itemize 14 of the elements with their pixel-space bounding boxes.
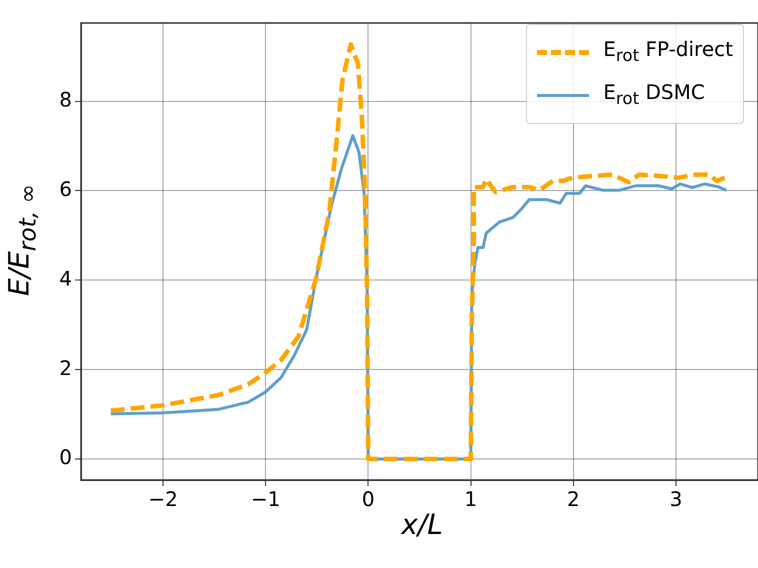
x-tick-label: −1	[250, 487, 280, 512]
y-tick-label: 6	[59, 176, 72, 201]
x-tick-label: 2	[566, 487, 580, 512]
x-tick-label: 3	[670, 487, 682, 512]
y-tick-label: 4	[59, 266, 72, 290]
y-tick-label: 8	[59, 87, 72, 112]
x-tick-label: −2	[148, 487, 178, 512]
x-tick-label: 1	[464, 487, 478, 512]
legend-label: E$_{rot}$ FP-direct	[603, 36, 733, 67]
legend-label: E$_{rot}$ DSMC	[603, 79, 705, 110]
y-tick-label: 2	[59, 356, 72, 380]
x-axis-title: x/L	[401, 508, 443, 541]
x-tick-label: 0	[362, 487, 375, 512]
y-tick-label: 0	[59, 445, 72, 470]
